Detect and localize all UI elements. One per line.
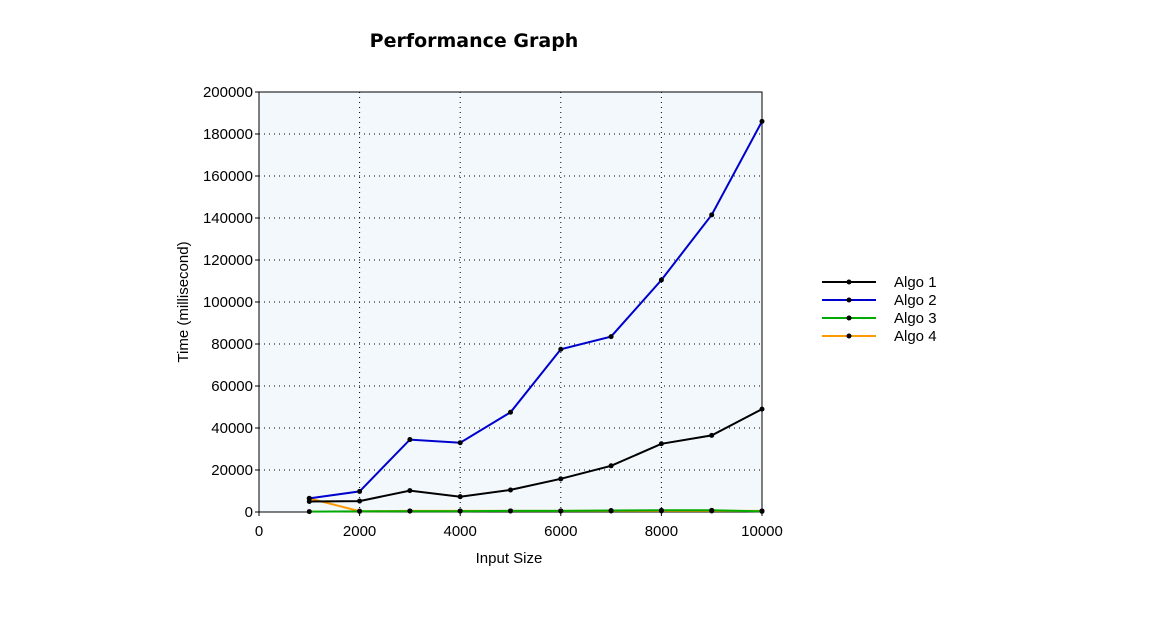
- y-tick-label: 120000: [203, 252, 253, 269]
- y-tick-label: 0: [245, 504, 253, 521]
- legend-marker: [846, 333, 852, 339]
- legend-marker: [846, 297, 852, 303]
- series-line-algo-1: [309, 408, 763, 503]
- x-tick-label: 10000: [741, 523, 783, 540]
- x-axis-ticks: 0 2000 4000 6000 8000 10000: [255, 512, 783, 540]
- legend-label: Algo 2: [894, 292, 937, 309]
- data-point: [608, 334, 614, 340]
- data-point: [658, 441, 664, 447]
- legend-marker: [846, 279, 852, 285]
- data-point: [759, 118, 765, 124]
- data-point: [508, 487, 513, 493]
- x-axis-label: Input Size: [476, 550, 543, 567]
- data-point: [508, 409, 513, 415]
- data-point: [558, 508, 564, 514]
- data-point: [407, 437, 413, 443]
- data-point: [558, 476, 564, 482]
- data-point: [407, 488, 413, 494]
- data-point: [457, 494, 463, 500]
- data-point: [658, 507, 664, 513]
- data-point: [357, 488, 363, 494]
- y-axis-label: Time (millisecond): [175, 241, 192, 362]
- chart-title: Performance Graph: [370, 30, 579, 52]
- data-point: [357, 508, 363, 514]
- x-tick-label: 4000: [444, 523, 477, 540]
- data-point: [709, 432, 715, 438]
- legend-label: Algo 1: [894, 274, 937, 291]
- x-tick-label: 8000: [645, 523, 678, 540]
- data-point: [457, 508, 463, 514]
- data-point: [306, 509, 312, 515]
- data-point: [306, 495, 312, 501]
- series-lines: [309, 120, 763, 513]
- y-tick-label: 200000: [203, 84, 253, 101]
- data-point: [709, 212, 715, 218]
- y-tick-label: 40000: [211, 420, 253, 437]
- data-point: [759, 406, 765, 412]
- x-tick-label: 6000: [544, 523, 577, 540]
- y-tick-label: 20000: [211, 462, 253, 479]
- y-tick-label: 160000: [203, 168, 253, 185]
- y-tick-label: 140000: [203, 210, 253, 227]
- data-point: [508, 508, 513, 514]
- data-point: [357, 498, 363, 504]
- data-point: [407, 508, 413, 514]
- legend-marker: [846, 315, 852, 321]
- data-point: [658, 277, 664, 283]
- data-point: [608, 508, 614, 514]
- x-tick-label: 2000: [343, 523, 376, 540]
- data-point: [709, 507, 715, 513]
- series-line-algo-3: [309, 509, 763, 513]
- y-tick-label: 100000: [203, 294, 253, 311]
- data-point: [558, 346, 564, 352]
- y-tick-label: 60000: [211, 378, 253, 395]
- y-tick-label: 180000: [203, 126, 253, 143]
- y-axis-ticks: 0 20000 40000 60000 80000 100000 120000 140000 1…: [203, 84, 259, 521]
- y-tick-label: 80000: [211, 336, 253, 353]
- legend-label: Algo 4: [894, 328, 937, 345]
- data-point: [608, 463, 614, 469]
- series-points: [306, 118, 765, 515]
- x-tick-label: 0: [255, 523, 263, 540]
- data-point: [457, 440, 463, 446]
- series-line-algo-2: [309, 120, 763, 500]
- legend-label: Algo 3: [894, 310, 937, 327]
- data-point: [759, 508, 765, 514]
